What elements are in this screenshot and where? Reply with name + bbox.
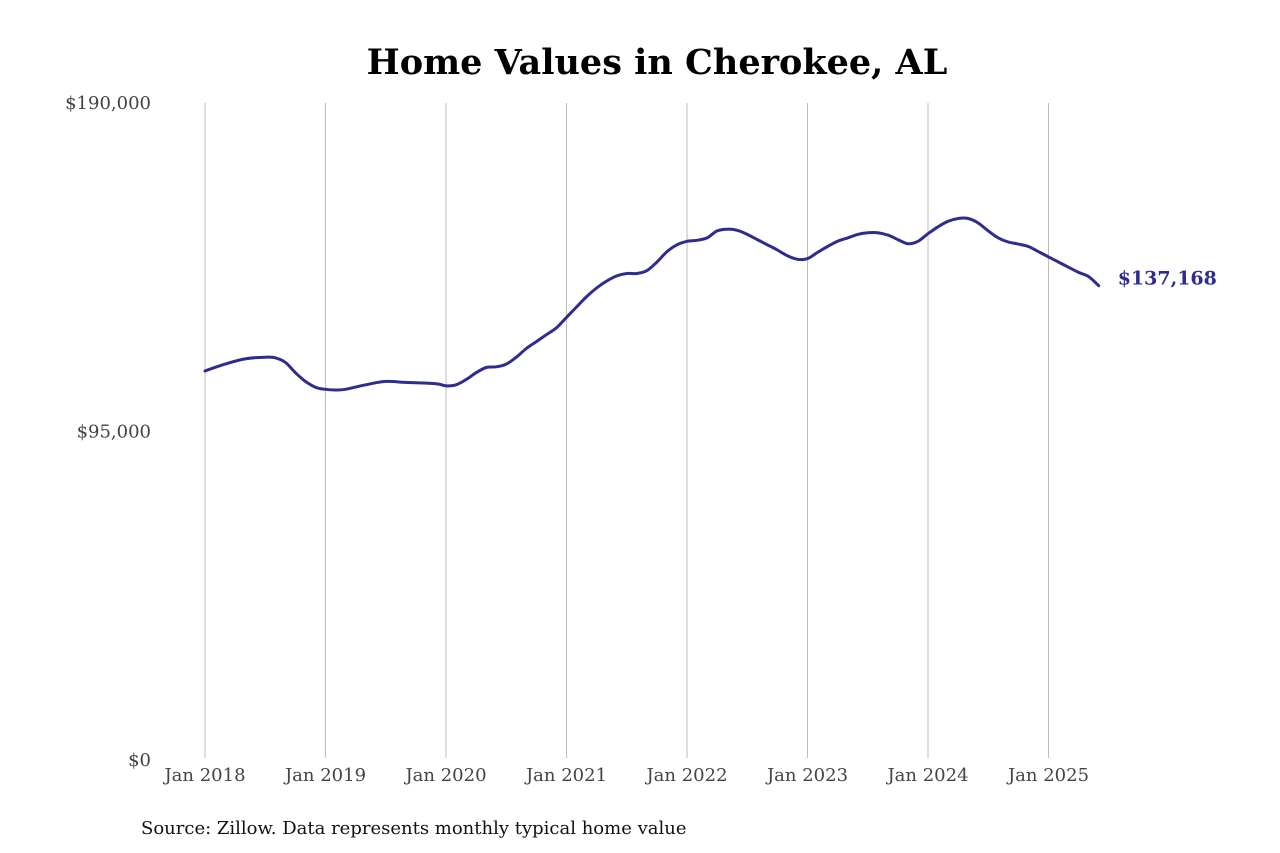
y-tick-label: $190,000 (65, 93, 151, 114)
x-tick-label: Jan 2018 (162, 765, 245, 786)
series-line (203, 216, 1101, 392)
x-tick-label: Jan 2019 (283, 765, 366, 786)
x-axis-tick-labels: Jan 2018 Jan 2019 Jan 2020 Jan 2021 Jan 2022… (162, 765, 1089, 786)
x-tick-label: Jan 2022 (644, 765, 727, 786)
y-tick-label: $95,000 (77, 422, 151, 443)
x-tick-label: Jan 2024 (885, 765, 968, 786)
source-note: Source: Zillow. Data represents monthly … (141, 818, 687, 839)
x-tick-label: Jan 2025 (1006, 765, 1089, 786)
x-tick-label: Jan 2021 (524, 765, 607, 786)
y-tick-label: $0 (128, 750, 151, 771)
y-axis-tick-labels: $0 $95,000 $190,000 (65, 93, 151, 771)
chart-title: Home Values in Cherokee, AL (367, 42, 948, 83)
end-value-label: $137,168 (1118, 268, 1217, 290)
x-tick-label: Jan 2020 (403, 765, 486, 786)
x-tick-label: Jan 2023 (765, 765, 848, 786)
vertical-gridlines (204, 103, 1049, 758)
